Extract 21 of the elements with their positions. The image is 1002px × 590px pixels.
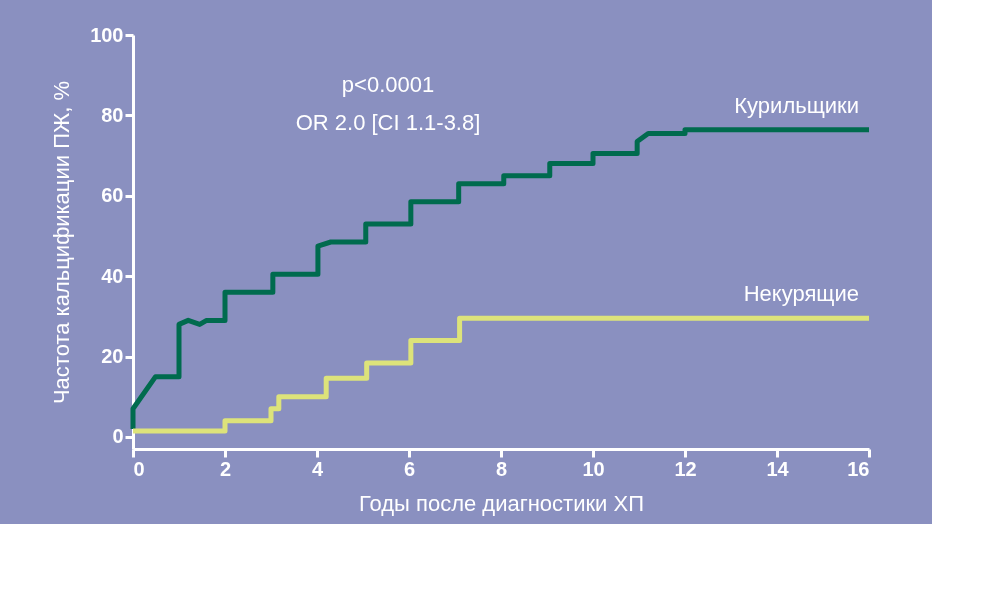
x-tick-label: 2	[219, 457, 232, 480]
x-tick-label: 6	[403, 457, 416, 480]
series-label: Некурящие	[743, 281, 859, 307]
y-axis-title: Частота кальцификации ПЖ, %	[49, 80, 75, 405]
y-tick-label: 40	[101, 264, 124, 287]
x-tick-label: 10	[582, 457, 605, 480]
y-tick-label: 80	[101, 103, 124, 126]
y-tick-label: 20	[101, 345, 124, 368]
y-tick-label: 100	[90, 23, 124, 46]
series-label: Курильщики	[734, 92, 859, 118]
x-tick-label: 8	[495, 457, 508, 480]
x-tick-label: 0	[133, 457, 145, 480]
x-tick-label: 14	[766, 457, 790, 480]
x-tick-label: 16	[847, 457, 870, 480]
x-axis-title: Годы после диагностики ХП	[359, 490, 644, 516]
annotation: p<0.0001	[341, 72, 435, 97]
x-tick-label: 4	[311, 457, 324, 480]
x-tick-label: 12	[674, 457, 697, 480]
y-tick-label: 0	[112, 425, 124, 448]
annotation: OR 2.0 [CI 1.1-3.8]	[295, 110, 481, 135]
y-tick-label: 60	[101, 184, 124, 207]
